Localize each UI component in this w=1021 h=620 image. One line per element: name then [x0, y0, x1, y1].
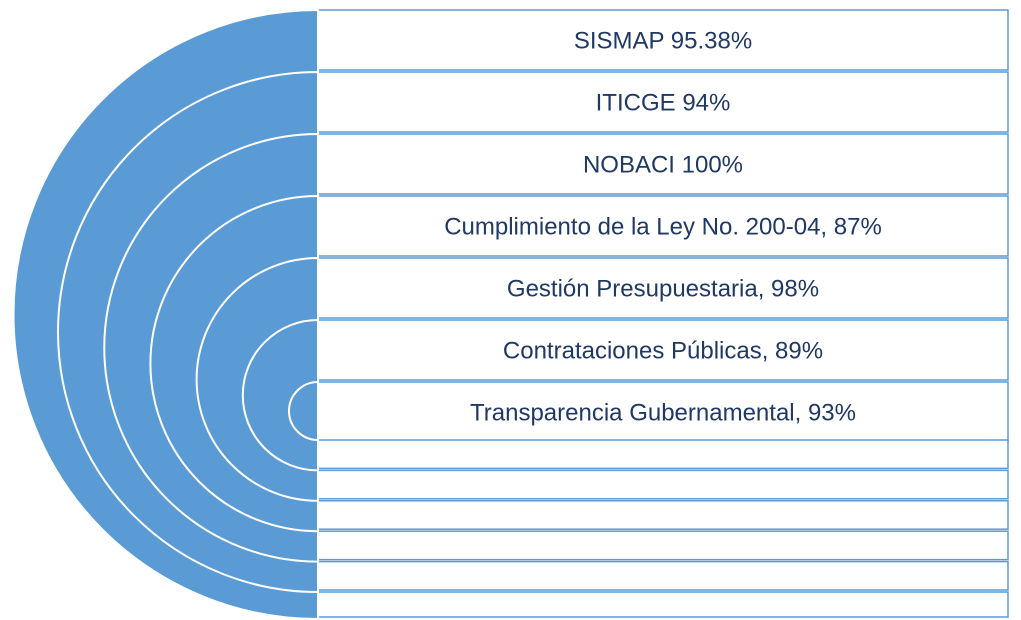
label-box: [317, 133, 1009, 195]
item-label: Contrataciones Públicas, 89%: [503, 337, 823, 364]
band: [317, 500, 1009, 530]
label-box: [317, 9, 1009, 71]
band: [317, 591, 1009, 618]
item-label: NOBACI 100%: [583, 151, 743, 178]
item-label: Gestión Presupuestaria, 98%: [507, 275, 819, 302]
band: [317, 439, 1009, 470]
label-box: [317, 195, 1009, 257]
item-label: ITICGE 94%: [596, 89, 731, 116]
label-box: [317, 71, 1009, 133]
band: [317, 560, 1009, 591]
band: [317, 469, 1009, 500]
item-label: Transparencia Gubernamental, 93%: [470, 399, 856, 426]
item-label: Cumplimiento de la Ley No. 200-04, 87%: [444, 213, 882, 240]
band: [317, 530, 1009, 561]
label-box: [317, 257, 1009, 319]
label-box: [317, 319, 1009, 381]
arc: [288, 380, 319, 442]
item-label: SISMAP 95.38%: [574, 27, 752, 54]
